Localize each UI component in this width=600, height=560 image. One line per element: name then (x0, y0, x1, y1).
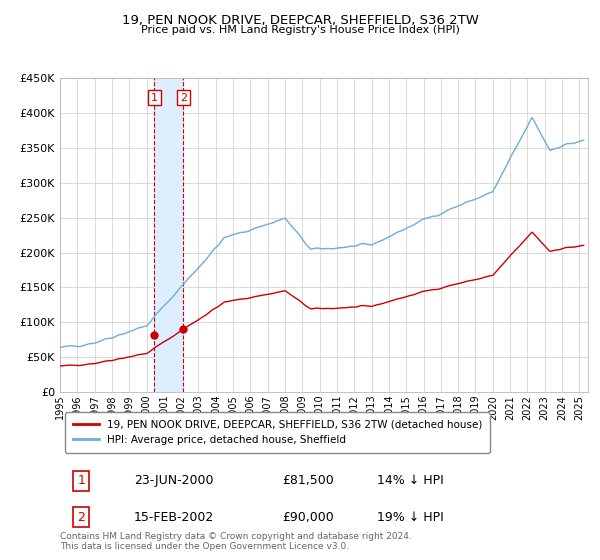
Text: 14% ↓ HPI: 14% ↓ HPI (377, 474, 443, 487)
Text: Price paid vs. HM Land Registry's House Price Index (HPI): Price paid vs. HM Land Registry's House … (140, 25, 460, 35)
Legend: 19, PEN NOOK DRIVE, DEEPCAR, SHEFFIELD, S36 2TW (detached house), HPI: Average p: 19, PEN NOOK DRIVE, DEEPCAR, SHEFFIELD, … (65, 413, 490, 452)
Text: 2: 2 (180, 92, 187, 102)
Text: 1: 1 (151, 92, 158, 102)
Text: Contains HM Land Registry data © Crown copyright and database right 2024.
This d: Contains HM Land Registry data © Crown c… (60, 532, 412, 552)
Bar (154, 78, 184, 392)
Text: 23-JUN-2000: 23-JUN-2000 (134, 474, 214, 487)
Text: 19% ↓ HPI: 19% ↓ HPI (377, 511, 443, 524)
Text: 19, PEN NOOK DRIVE, DEEPCAR, SHEFFIELD, S36 2TW: 19, PEN NOOK DRIVE, DEEPCAR, SHEFFIELD, … (122, 14, 478, 27)
Text: 15-FEB-2002: 15-FEB-2002 (134, 511, 214, 524)
Text: £81,500: £81,500 (282, 474, 334, 487)
Text: £90,000: £90,000 (282, 511, 334, 524)
Text: 2: 2 (77, 511, 85, 524)
Text: 1: 1 (77, 474, 85, 487)
